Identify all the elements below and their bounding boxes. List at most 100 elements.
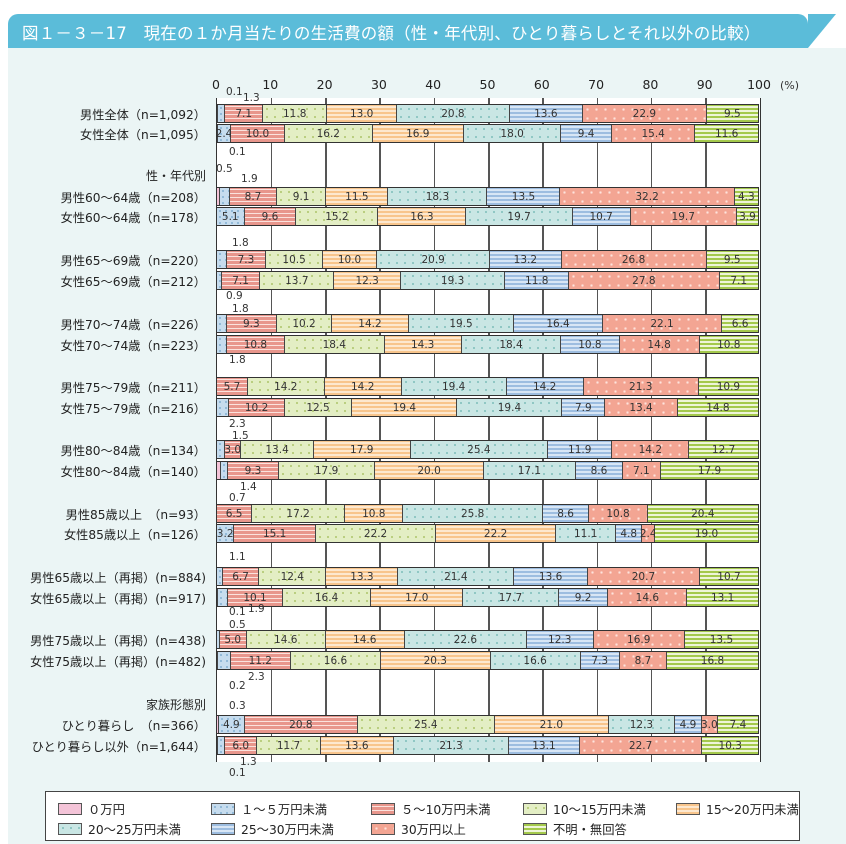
stacked-bar: 6.5 17.2 10.8 25.8 8.6 10.8 20.4 [216,504,759,523]
bar-segment: 13.0 [327,105,398,122]
legend-label: 10～15万円未満 [553,803,646,817]
bar-segment [218,589,229,606]
stacked-bar: 8.7 9.1 11.5 18.3 13.5 32.2 4.3 [216,187,759,206]
bar-segment: 17.0 [371,589,464,606]
bar-segment: 32.2 [560,188,735,205]
legend-swatch-icon [371,803,395,815]
group-label-family: 家族形態別 [145,698,206,712]
bar-segment: 13.3 [326,568,399,585]
stacked-bar: 5.7 14.2 14.2 19.4 14.2 21.3 10.9 [216,377,759,396]
bar-segment: 20.9 [377,251,491,268]
bar-segment: 13.4 [241,441,314,458]
bar-segment: 12.3 [334,272,401,289]
bar-segment: 7.1 [225,105,264,122]
axis-tick-label: 30 [370,77,387,92]
bar-segment: 13.5 [487,188,561,205]
bar-segment: 11.7 [257,737,321,754]
bar-segment: 19.7 [630,208,737,225]
legend-item: 15～20万円未満 [676,800,799,818]
gridline [542,98,544,762]
bar-segment: 19.4 [352,399,458,416]
row-label: 女性75歳以上（再掲）(n=482) [30,655,206,669]
bar-segment: 18.3 [388,188,488,205]
bar-segment: 11.8 [263,105,328,122]
bar-segment: 6.6 [722,315,758,332]
bar-segment: 8.7 [229,188,278,205]
bar-segment: 11.5 [326,188,389,205]
bar-segment: 16.6 [291,652,381,669]
bar-segment: 17.9 [313,441,411,458]
bar-segment: 6.5 [217,505,253,522]
row-label: 男性70～74歳（n=226） [60,318,206,332]
bar-segment [218,105,226,122]
bar-segment: 10.8 [226,336,286,353]
title-bar: 図１－３－17 現在の１か月当たりの生活費の額（性・年代別、ひとり暮らしとそれ以… [8,14,836,48]
legend-swatch-icon [211,823,235,835]
bar-segment: 21.3 [394,737,510,754]
value-callout: 0.2 [229,680,246,692]
bar-segment: 12.3 [526,631,594,648]
stacked-bar: 9.3 10.2 14.2 19.5 16.4 22.1 6.6 [216,314,759,333]
bar-segment [217,105,218,122]
value-callout: 0.1 [229,146,246,158]
bar-segment: 20.7 [587,568,700,585]
axis-tick-label: 100 [747,77,771,92]
stacked-bar: 9.3 17.9 20.0 17.1 8.6 7.1 17.9 [216,461,759,480]
bar-segment: 20.0 [375,462,484,479]
axis-tick-label: 50 [479,77,496,92]
bar-segment: 9.2 [558,589,609,606]
value-callout: 2.3 [248,671,265,683]
legend-swatch-icon [523,823,547,835]
legend-item: 25～30万円未満 [211,820,334,838]
value-callout: 1.1 [229,551,246,563]
bar-segment: 8.6 [542,505,590,522]
bar-segment: 13.4 [605,399,678,416]
bar-segment: 9.4 [561,125,613,142]
row-label: 男性80～84歳（n=134） [60,444,206,458]
bar-segment: 11.6 [695,125,758,142]
bar-segment: 7.3 [226,251,267,268]
legend-item: ０万円 [58,800,125,818]
bar-segment: 15.4 [612,125,696,142]
stacked-bar: 3.0 13.4 17.9 25.4 11.9 14.2 12.7 [216,440,759,459]
bar-segment: 10.5 [266,251,324,268]
bar-segment: 25.4 [410,441,549,458]
bar-segment: 7.3 [580,652,620,669]
bar-segment: 13.2 [490,251,562,268]
bar-segment: 11.9 [548,441,613,458]
bar-segment: 7.9 [562,399,606,416]
bar-segment: 10.8 [345,505,404,522]
bar-segment: 10.0 [323,251,378,268]
legend-item: 不明・無回答 [523,820,627,838]
bar-segment: 22.6 [404,631,527,648]
row-label: 女性70～74歳（n=223） [60,339,206,353]
bar-segment: 17.9 [661,462,758,479]
stacked-bar: 6.7 12.4 13.3 21.4 13.6 20.7 10.7 [216,567,759,586]
bar-segment: 14.3 [384,336,462,353]
bar-segment [217,716,219,733]
value-callout: 0.5 [229,619,246,631]
legend-swatch-icon [523,803,547,815]
bar-segment: 21.3 [583,378,699,395]
bar-segment: 9.3 [228,462,279,479]
gridline [705,98,707,762]
row-label: 男性85歳以上 （n=93） [65,508,206,522]
value-callout: 0.1 [229,767,246,779]
value-callout: 1.3 [243,92,260,104]
bar-segment: 14.8 [677,399,758,416]
bar-segment: 14.2 [612,441,690,458]
bar-segment [217,399,230,416]
bar-segment: 9.5 [706,105,758,122]
gridline [650,98,653,762]
bar-segment [217,272,222,289]
bar-segment [218,652,231,669]
bar-segment: 22.1 [602,315,723,332]
bar-segment: 16.4 [282,589,372,606]
legend-swatch-icon [676,803,700,815]
legend-label: ０万円 [88,803,125,817]
axis-tick-label: 10 [262,77,279,92]
bar-segment [217,589,218,606]
gridline [270,98,273,762]
legend-swatch-icon [371,823,395,835]
bar-segment: 14.2 [247,378,325,395]
